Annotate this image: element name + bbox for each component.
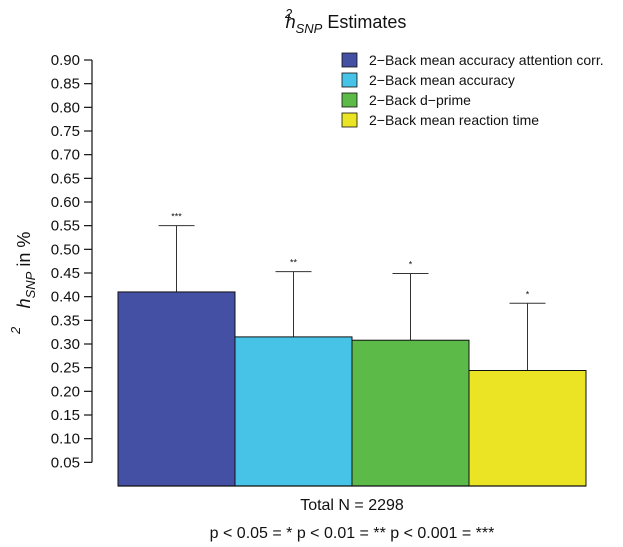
y-axis: 0.05 0.10 0.15 0.20 0.25 0.30 0.35 0.40 0.45 0.50…	[51, 52, 93, 471]
y-tick-label: 0.10	[51, 431, 80, 448]
ylabel-sub: SNP	[23, 271, 38, 298]
ylabel-h: h	[14, 298, 34, 308]
legend-label: 2−Back mean accuracy attention corr.	[369, 52, 604, 68]
y-tick-label: 0.55	[51, 218, 80, 235]
y-tick-label: 0.85	[51, 76, 80, 93]
legend: 2−Back mean accuracy attention corr. 2−Ba…	[341, 52, 604, 128]
significance-note: p < 0.05 = * p < 0.01 = ** p < 0.001 = *…	[210, 525, 495, 542]
chart-title: hSNP Estimates	[286, 12, 407, 36]
legend-swatch	[341, 112, 358, 128]
significance-label: ***	[171, 212, 182, 222]
y-tick-label: 0.35	[51, 312, 80, 329]
bar	[468, 370, 587, 487]
significance-label: **	[290, 258, 298, 268]
bar	[117, 291, 236, 487]
ylabel-sup: 2	[8, 326, 23, 335]
title-sup: 2	[284, 6, 293, 21]
significance-label: *	[409, 259, 413, 269]
legend-swatch	[341, 92, 358, 108]
ylabel-rest: in %	[14, 232, 34, 272]
y-tick-label: 0.20	[51, 383, 80, 400]
y-tick-label: 0.90	[51, 52, 80, 69]
significance-label: *	[526, 289, 530, 299]
y-tick-label: 0.80	[51, 99, 80, 116]
y-tick-label: 0.45	[51, 265, 80, 282]
x-axis-label: Total N = 2298	[300, 497, 404, 514]
y-tick-label: 0.25	[51, 360, 80, 377]
legend-swatch	[341, 72, 358, 88]
svg-text:hSNP in %: hSNP in %	[14, 232, 38, 309]
legend-label: 2−Back mean reaction time	[369, 112, 539, 128]
y-tick-label: 0.15	[51, 407, 80, 424]
y-tick-label: 0.65	[51, 170, 80, 187]
y-tick-label: 0.40	[51, 289, 80, 306]
title-sub: SNP	[296, 21, 323, 36]
title-rest: Estimates	[322, 12, 406, 32]
y-tick-label: 0.60	[51, 194, 80, 211]
y-tick-label: 0.30	[51, 336, 80, 353]
legend-swatch	[341, 52, 358, 68]
title-h: h	[286, 12, 296, 32]
y-tick-label: 0.50	[51, 241, 80, 258]
legend-label: 2−Back mean accuracy	[369, 72, 515, 88]
bars: ***** **	[117, 212, 587, 487]
bar	[351, 339, 470, 487]
bar	[234, 336, 353, 487]
y-tick-label: 0.70	[51, 147, 80, 164]
legend-label: 2−Back d−prime	[369, 92, 471, 108]
y-tick-label: 0.75	[51, 123, 80, 140]
y-tick-label: 0.05	[51, 454, 80, 471]
y-axis-label: hSNP in % 2	[8, 232, 38, 335]
